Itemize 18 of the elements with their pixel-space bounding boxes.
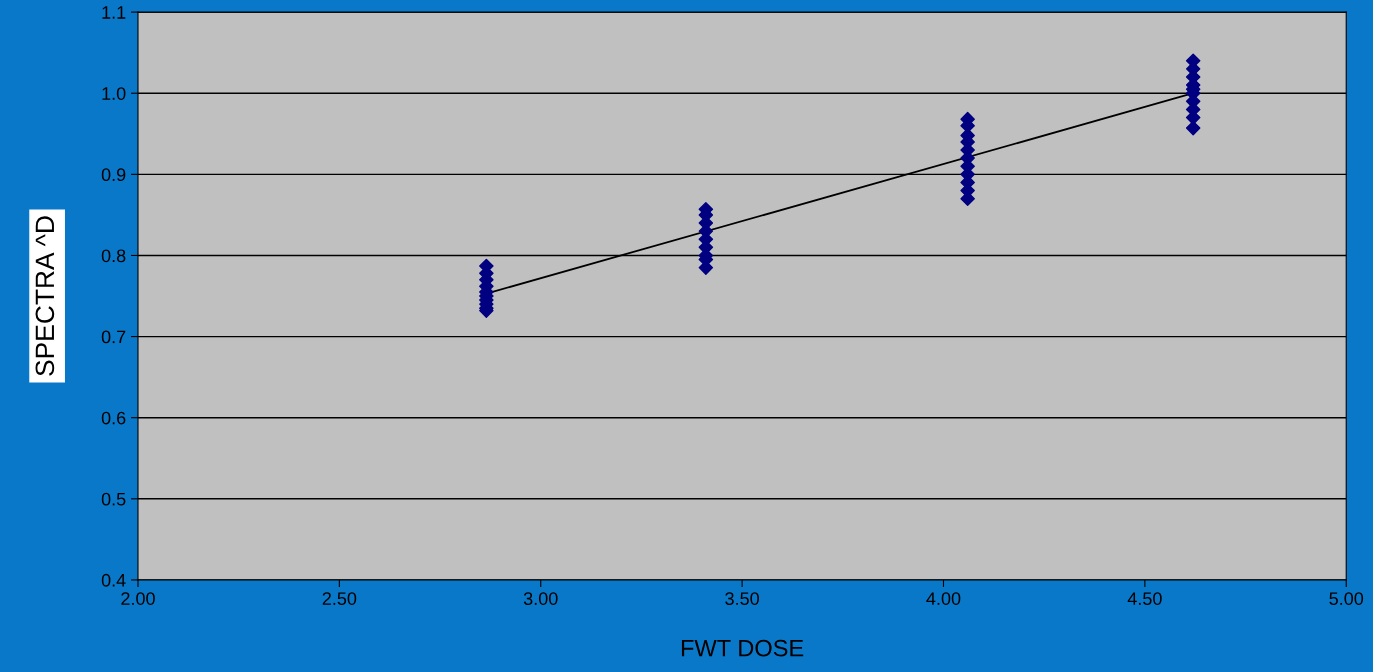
x-tick-label: 4.50 [1127,592,1162,605]
x-axis-title: FWT DOSE [681,639,804,657]
x-tick-label: 4.00 [926,592,961,605]
x-tick-label: 2.00 [121,592,155,605]
y-tick-label: 1.1 [102,6,126,19]
y-axis-title: SPECTRA ^D [35,216,55,376]
y-tick-label: 0.7 [101,330,126,344]
x-tick-label: 2.50 [322,592,357,605]
point [1185,120,1201,136]
y-tick-label: 0.4 [101,573,126,587]
x-tick-label: 3.00 [523,592,558,605]
y-tick-label: 0.8 [101,249,126,263]
x-tick-label: 3.50 [725,592,759,605]
x-tick-label: 5.00 [1329,592,1364,605]
y-tick-label: 0.9 [101,168,126,182]
y-tick-label: 0.6 [101,411,126,425]
y-tick-label: 1.0 [102,87,126,100]
y-tick-label: 0.5 [101,492,126,506]
